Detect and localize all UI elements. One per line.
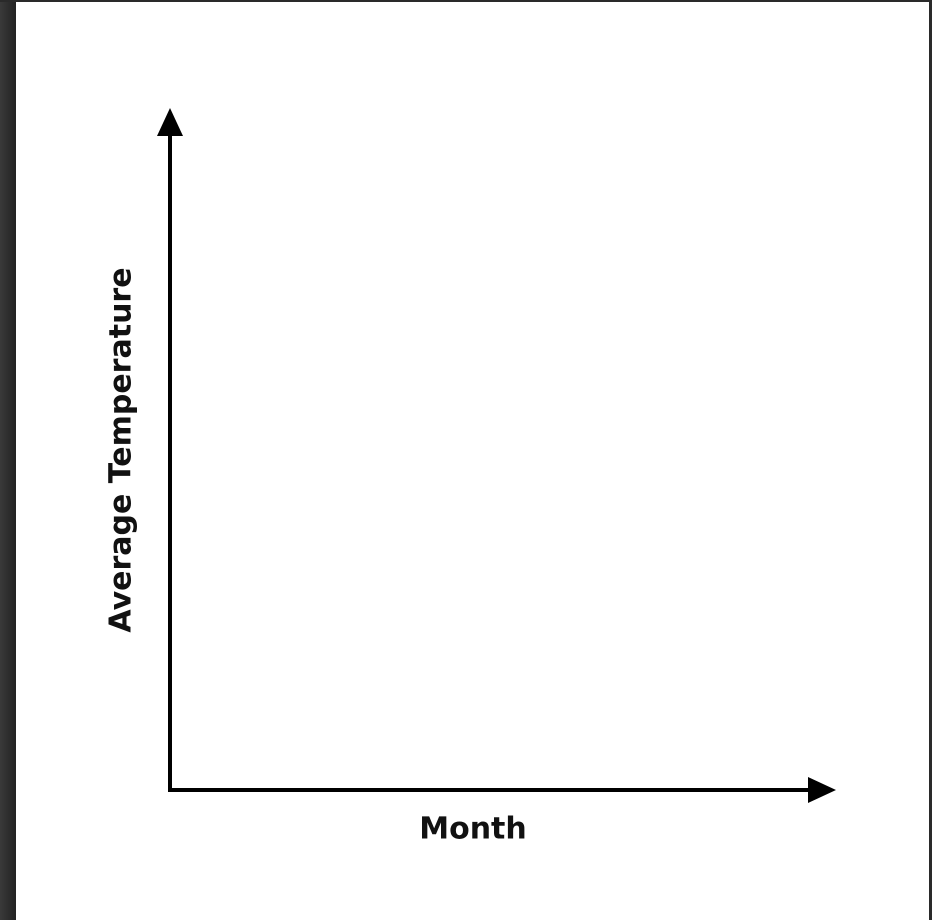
- y-axis-arrow: [157, 108, 183, 136]
- x-axis-label: Month: [419, 812, 527, 847]
- right-border: [929, 0, 932, 920]
- left-border: [0, 0, 16, 920]
- top-border: [0, 0, 932, 2]
- y-axis-label: Average Temperature: [104, 267, 139, 632]
- x-axis-arrow: [808, 777, 836, 803]
